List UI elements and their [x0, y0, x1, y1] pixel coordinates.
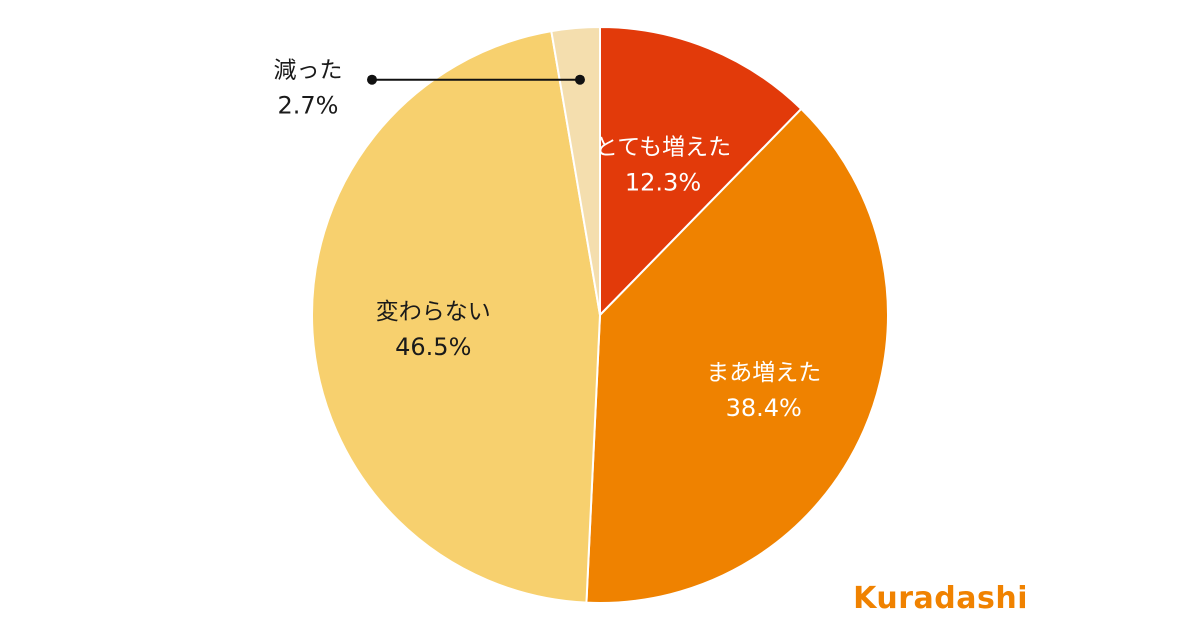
slice-labels: とても増えた 12.3% まあ増えた 38.4% 変わらない 46.5% 減った 2.7%: [274, 58, 822, 423]
label-totemo-fueta-text: とても増えた: [595, 134, 731, 160]
slice-totemo-fueta: [599, 25, 803, 318]
callout-leader: [367, 74, 585, 85]
slice-hetta: [550, 25, 601, 316]
label-maa-fueta-value: 38.4%: [726, 394, 802, 422]
pie-slices: [311, 25, 889, 604]
label-kawaranai-value: 46.5%: [395, 333, 471, 361]
brand-logo: Kuradashi: [853, 581, 1028, 616]
callout-dot-outer: [367, 74, 377, 85]
label-totemo-fueta-value: 12.3%: [625, 168, 701, 196]
slice-kawaranai: [311, 29, 602, 604]
label-hetta-text: 減った: [274, 58, 343, 84]
label-hetta-value: 2.7%: [278, 92, 339, 120]
slice-maa-fueta: [585, 107, 889, 604]
label-kawaranai-text: 変わらない: [376, 299, 491, 325]
label-maa-fueta-text: まあ増えた: [706, 360, 821, 386]
callout-dot-inner: [574, 74, 585, 85]
